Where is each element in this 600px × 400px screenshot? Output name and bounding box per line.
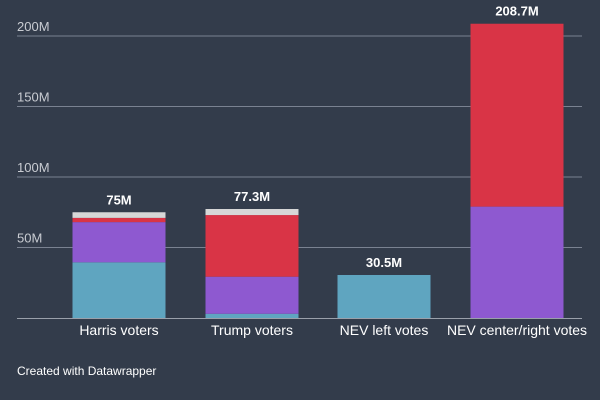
x-category-label: Harris voters [79,322,158,338]
y-tick-label: 50M [17,231,42,246]
bar-segment-red [470,23,564,207]
bar-total-label: 77.3M [234,189,270,204]
x-category-label: Trump voters [211,322,293,338]
bar-segment-red [205,215,299,277]
datawrapper-credit: Created with Datawrapper [17,364,157,378]
bar-segment-light-gray [72,212,166,218]
bar-segment-teal [205,313,299,318]
y-tick-label: 100M [17,160,50,175]
x-category-label: NEV left votes [340,322,429,338]
bar-segment-purple [205,276,299,314]
bar-total-label: 30.5M [366,255,402,270]
y-tick-label: 150M [17,90,50,105]
bar-segment-light-gray [205,209,299,216]
bar-segment-purple [72,222,166,263]
bar-segment-purple [470,206,564,318]
bar-segment-teal [72,262,166,318]
bar-segment-red [72,217,166,223]
bar-segment-teal [337,274,431,318]
x-category-label: NEV center/right votes [447,322,587,338]
y-tick-label: 200M [17,19,50,34]
bar-total-label: 75M [106,192,131,207]
bar-total-label: 208.7M [495,4,538,19]
